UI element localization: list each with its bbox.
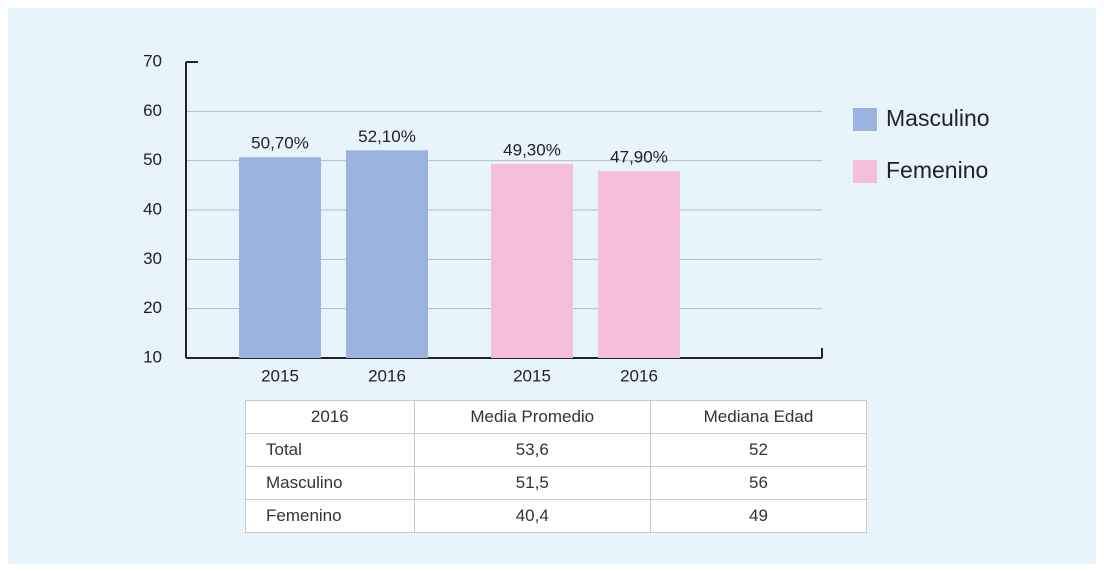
table-cell: 52 xyxy=(649,433,868,467)
table-cell: Femenino xyxy=(245,499,415,533)
legend-swatch xyxy=(853,160,877,183)
table-cell: 51,5 xyxy=(413,466,651,500)
y-tick-label: 30 xyxy=(143,249,162,268)
table-cell: 40,4 xyxy=(413,499,651,533)
x-tick-label: 2016 xyxy=(368,366,406,385)
y-tick-label: 20 xyxy=(143,298,162,317)
data-table: 2016 Media Promedio Mediana Edad Total 53,6 5… xyxy=(245,400,868,533)
legend-label: Femenino xyxy=(886,157,988,183)
table-cell: Masculino xyxy=(245,466,415,500)
header-cell: Media Promedio xyxy=(413,400,651,434)
bar xyxy=(346,150,428,358)
table-row: Femenino 40,4 49 xyxy=(245,499,868,533)
bar xyxy=(598,171,680,358)
table-row: Total 53,6 52 xyxy=(245,433,868,467)
x-tick-label: 2016 xyxy=(620,366,658,385)
y-tick-label: 60 xyxy=(143,101,162,120)
x-tick-label: 2015 xyxy=(513,366,551,385)
table-row: Masculino 51,5 56 xyxy=(245,466,868,500)
table-cell: 53,6 xyxy=(413,433,651,467)
data-label: 52,10% xyxy=(358,127,416,146)
y-tick-label: 50 xyxy=(143,150,162,169)
table-cell: 56 xyxy=(649,466,868,500)
x-tick-label: 2015 xyxy=(261,366,299,385)
header-cell: 2016 xyxy=(245,400,415,434)
bar xyxy=(239,157,321,358)
data-label: 47,90% xyxy=(610,148,668,167)
bar xyxy=(491,164,573,358)
table-cell: 49 xyxy=(649,499,868,533)
header-cell: Mediana Edad xyxy=(649,400,868,434)
data-label: 49,30% xyxy=(503,141,561,160)
legend-label: Masculino xyxy=(886,105,990,131)
y-tick-label: 10 xyxy=(143,347,162,366)
y-tick-label: 40 xyxy=(143,199,162,218)
table-header-row: 2016 Media Promedio Mediana Edad xyxy=(245,400,868,434)
data-label: 50,70% xyxy=(251,134,309,153)
y-tick-label: 70 xyxy=(143,51,162,70)
table-cell: Total xyxy=(245,433,415,467)
legend-swatch xyxy=(853,108,877,131)
